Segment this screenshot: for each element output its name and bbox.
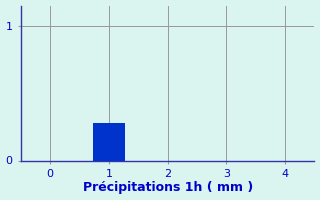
X-axis label: Précipitations 1h ( mm ): Précipitations 1h ( mm ) — [83, 181, 253, 194]
Text: 0: 0 — [5, 156, 12, 166]
Bar — [93, 123, 125, 161]
